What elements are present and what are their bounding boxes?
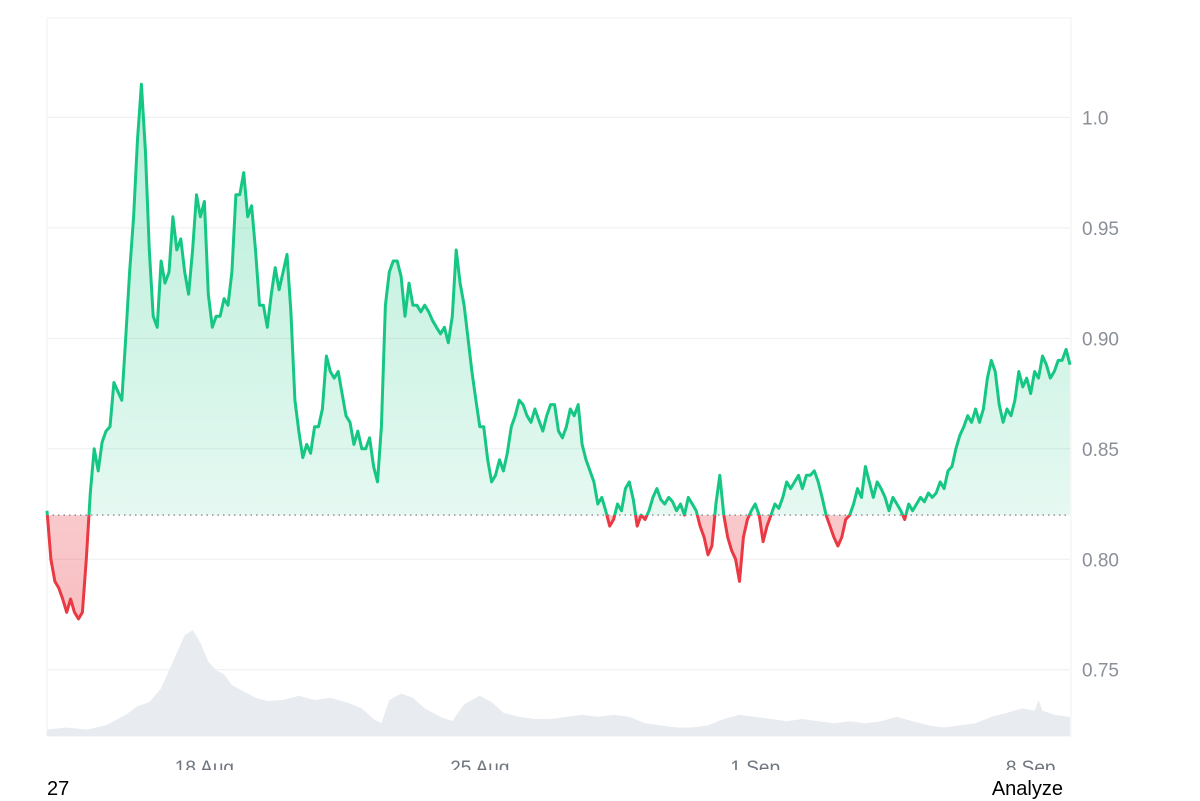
y-tick-label: 0.85 [1082,440,1119,461]
x-axis-ticks: 18 Aug 25 Aug 1 Sep 8 Sep [175,758,1056,770]
x-tick-label: 18 Aug [175,758,234,770]
y-tick-label: 0.95 [1082,219,1119,240]
x-tick-label: 25 Aug [450,758,509,770]
y-tick-label: 1.0 [1082,108,1108,129]
footer-left-label: 27 [47,778,70,800]
y-tick-label: 0.80 [1082,550,1119,571]
price-line-above [45,82,1072,516]
y-tick-label: 0.75 [1082,661,1119,682]
y-tick-label: 0.90 [1082,329,1119,350]
y-axis-ticks: 1.0 0.95 0.90 0.85 0.80 0.75 [1082,108,1119,681]
volume-area [47,630,1070,736]
x-tick-label: 1 Sep [730,758,780,770]
price-chart: 1.0 0.95 0.90 0.85 0.80 0.75 18 Aug 25 Aug 1 Se… [45,17,1119,770]
x-tick-label: 8 Sep [1006,758,1056,770]
analyze-link[interactable]: Analyze [991,778,1063,800]
area-above-baseline [47,84,1070,516]
